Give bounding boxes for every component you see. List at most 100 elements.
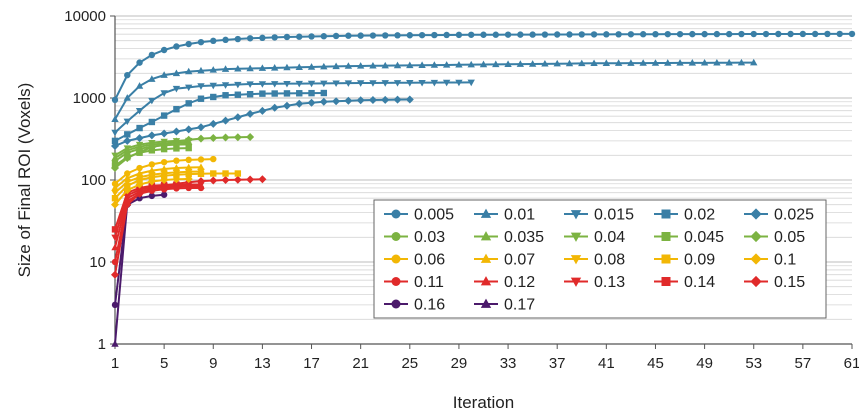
legend-marker xyxy=(480,298,492,308)
legend-marker xyxy=(391,299,401,309)
data-point xyxy=(750,58,758,66)
legend-item: 0.03 xyxy=(384,229,445,246)
data-point xyxy=(332,62,340,70)
data-point xyxy=(136,149,143,156)
data-point xyxy=(222,170,229,177)
data-point xyxy=(111,129,119,137)
legend-label: 0.02 xyxy=(684,207,715,224)
data-point xyxy=(738,30,745,38)
data-point xyxy=(111,180,119,187)
data-point xyxy=(123,174,131,181)
legend-item: 0.12 xyxy=(474,274,535,291)
data-point xyxy=(590,31,598,38)
data-point xyxy=(148,166,156,174)
legend-label: 0.12 xyxy=(504,274,535,291)
legend-marker xyxy=(480,208,492,218)
data-point xyxy=(173,185,180,192)
data-point xyxy=(185,141,192,148)
data-point xyxy=(442,79,451,87)
x-tick-label: 49 xyxy=(696,355,713,372)
data-point xyxy=(185,156,192,164)
x-tick-label: 45 xyxy=(647,355,664,372)
legend-marker xyxy=(391,232,401,241)
data-point xyxy=(357,32,364,39)
data-point xyxy=(173,145,180,152)
legend-marker xyxy=(570,277,582,287)
data-point xyxy=(148,147,156,154)
legend-label: 0.06 xyxy=(414,252,445,269)
data-point xyxy=(111,301,119,309)
legend-label: 0.09 xyxy=(684,252,715,269)
data-point xyxy=(184,125,193,134)
data-point xyxy=(185,144,192,152)
x-tick-label: 13 xyxy=(254,355,271,372)
data-point xyxy=(172,85,181,93)
data-point xyxy=(332,97,341,106)
data-point xyxy=(332,80,340,88)
data-point xyxy=(124,153,131,161)
series-0.08 xyxy=(111,168,205,197)
legend-label: 0.16 xyxy=(414,297,445,314)
series-0.005 xyxy=(111,30,856,104)
data-point xyxy=(124,198,131,205)
data-point xyxy=(173,157,180,164)
data-point xyxy=(320,62,328,70)
x-tick-label: 5 xyxy=(160,355,168,372)
data-point xyxy=(160,170,168,178)
data-point xyxy=(148,171,156,179)
data-point xyxy=(258,106,267,115)
legend-label: 0.01 xyxy=(504,207,535,224)
data-point xyxy=(210,155,217,163)
legend-label: 0.13 xyxy=(594,274,625,291)
data-point xyxy=(787,30,794,38)
data-point xyxy=(492,60,500,68)
data-point xyxy=(271,64,279,71)
legend-label: 0.08 xyxy=(594,252,625,269)
data-point xyxy=(356,80,365,87)
data-point xyxy=(259,34,266,42)
data-point xyxy=(111,270,119,279)
data-point xyxy=(196,123,205,132)
data-point xyxy=(651,59,660,66)
legend-marker xyxy=(750,230,762,243)
data-point xyxy=(750,30,757,38)
data-point xyxy=(221,133,230,142)
x-axis-label: Iteration xyxy=(453,393,514,412)
data-point xyxy=(381,61,389,69)
data-point xyxy=(320,80,328,88)
data-point xyxy=(356,62,365,69)
data-point xyxy=(492,31,499,38)
data-point xyxy=(737,58,746,66)
data-point xyxy=(701,30,708,38)
legend-marker xyxy=(661,254,671,264)
data-point xyxy=(307,63,316,70)
data-point xyxy=(271,90,278,97)
data-point xyxy=(197,184,205,192)
data-point xyxy=(222,36,229,44)
legend-item: 0.035 xyxy=(474,229,544,246)
data-point xyxy=(627,59,635,66)
data-point xyxy=(136,194,143,202)
data-point xyxy=(124,170,131,177)
data-point xyxy=(319,97,328,106)
data-point xyxy=(172,169,181,177)
data-point xyxy=(210,170,217,177)
data-point xyxy=(578,59,586,67)
data-point xyxy=(393,61,402,69)
data-point xyxy=(148,161,156,168)
data-point xyxy=(713,30,721,38)
data-point xyxy=(148,192,156,200)
data-point xyxy=(554,31,561,38)
data-point xyxy=(393,95,402,104)
legend-item: 0.13 xyxy=(564,274,625,291)
data-point xyxy=(296,90,303,97)
data-point xyxy=(221,116,230,125)
legend-item: 0.01 xyxy=(474,207,535,224)
data-point xyxy=(246,175,255,184)
data-point xyxy=(124,182,131,189)
data-point xyxy=(603,31,610,38)
data-point xyxy=(185,40,192,48)
data-point xyxy=(639,31,647,38)
data-point xyxy=(713,58,721,66)
data-point xyxy=(111,184,119,191)
